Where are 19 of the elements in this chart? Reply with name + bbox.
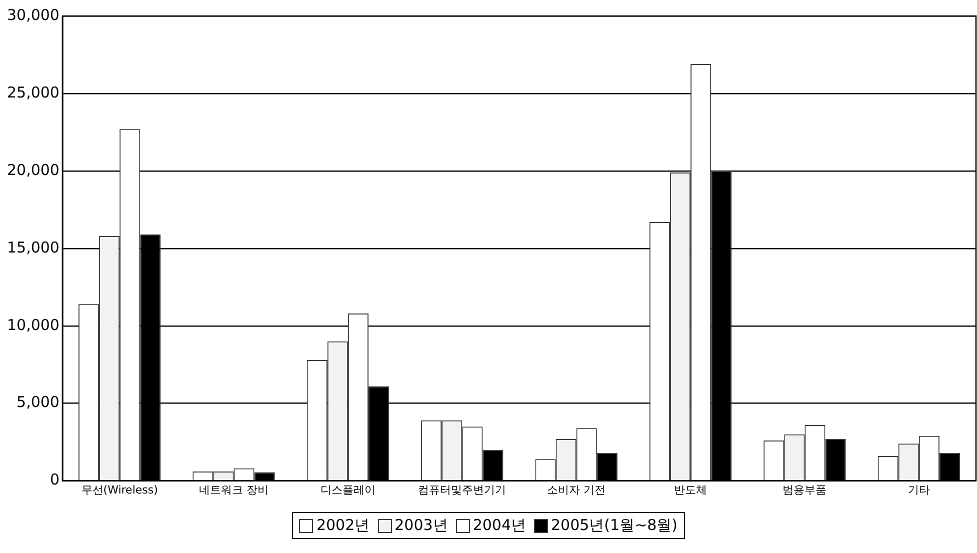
text: 2004년 — [472, 516, 526, 535]
legend-label: 2005년(1월~8월) — [551, 516, 678, 535]
x-tick-label: 범용부품 — [782, 483, 827, 496]
x-tick-label: 기타 — [908, 483, 930, 496]
y-tick-label: 10,000 — [6, 316, 60, 334]
y-tick-label: 0 — [50, 470, 60, 489]
x-tick-label: 컴퓨터및주변기기 — [418, 483, 506, 496]
x-tick-label: 디스플레이 — [320, 483, 376, 496]
y-tick-label: 30,000 — [6, 6, 60, 24]
y-tick-label: 25,000 — [6, 83, 60, 102]
legend-label: 2003년 — [394, 516, 448, 535]
x-tick-label: 네트워크 장비 — [199, 483, 269, 496]
text: 2002년 — [316, 516, 370, 535]
x-tick-label: 무선(Wireless) — [81, 483, 158, 496]
x-tick-label: 반도체 — [674, 483, 708, 496]
y-tick-label: 20,000 — [6, 160, 60, 179]
x-tick-label: 소비자 기전 — [547, 483, 606, 496]
y-tick-label: 5,000 — [16, 393, 60, 412]
y-tick-label: 15,000 — [6, 238, 60, 256]
